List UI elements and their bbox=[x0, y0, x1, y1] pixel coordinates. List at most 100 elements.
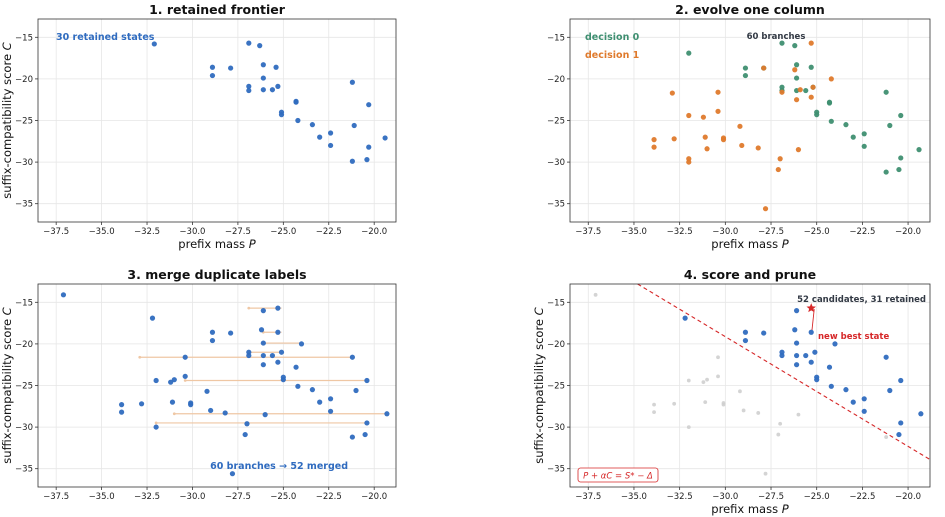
data-point bbox=[826, 100, 833, 106]
data-point bbox=[883, 89, 889, 95]
data-point bbox=[861, 131, 867, 137]
data-point bbox=[669, 90, 675, 96]
data-point bbox=[778, 421, 783, 426]
annotation-branches: 60 branches bbox=[747, 32, 806, 42]
data-point bbox=[686, 425, 691, 429]
prune-line-label-box bbox=[577, 467, 659, 483]
x-tick-label: −22.5 bbox=[316, 492, 342, 502]
data-point bbox=[793, 352, 800, 359]
data-point bbox=[349, 354, 355, 360]
data-point bbox=[153, 377, 159, 384]
x-tick-label: −37.5 bbox=[575, 492, 601, 502]
data-point bbox=[327, 408, 334, 414]
x-tick-label: −32.5 bbox=[667, 227, 693, 237]
data-point bbox=[850, 134, 856, 140]
x-tick-label: −22.5 bbox=[316, 227, 342, 237]
data-point bbox=[843, 122, 849, 128]
x-axis-label: prefix mass P bbox=[711, 502, 788, 516]
data-point bbox=[686, 50, 692, 56]
y-tick-label: −30 bbox=[547, 423, 565, 433]
data-point bbox=[793, 362, 800, 368]
data-point bbox=[777, 156, 783, 162]
data-point bbox=[828, 383, 834, 389]
data-point bbox=[755, 145, 761, 151]
data-point bbox=[364, 377, 370, 384]
data-point bbox=[366, 144, 372, 150]
data-point bbox=[779, 349, 785, 355]
x-tick-label: −22.5 bbox=[849, 492, 875, 502]
data-point bbox=[793, 340, 800, 346]
data-point bbox=[364, 420, 370, 426]
x-tick-label: −35.0 bbox=[89, 492, 115, 502]
data-point bbox=[762, 206, 769, 212]
best-state-star-icon bbox=[806, 303, 816, 313]
data-point bbox=[118, 409, 125, 415]
y-tick-label: −25 bbox=[547, 382, 565, 392]
data-point bbox=[317, 399, 323, 405]
data-point bbox=[850, 399, 856, 405]
data-point bbox=[269, 352, 276, 359]
chart-title: 2. evolve one column bbox=[675, 2, 825, 17]
data-point bbox=[349, 79, 355, 85]
data-point bbox=[803, 352, 809, 359]
data-point bbox=[309, 122, 316, 128]
data-point bbox=[761, 65, 767, 71]
data-point bbox=[169, 399, 176, 405]
data-point bbox=[188, 402, 194, 408]
y-tick-label: −20 bbox=[15, 340, 33, 350]
data-point bbox=[244, 421, 250, 427]
data-point bbox=[803, 87, 809, 94]
y-tick-label: −15 bbox=[547, 33, 565, 43]
data-point bbox=[293, 99, 299, 105]
data-point bbox=[828, 118, 834, 124]
data-point bbox=[898, 155, 904, 161]
data-point bbox=[705, 377, 709, 382]
data-point bbox=[763, 471, 768, 476]
data-point bbox=[883, 169, 889, 175]
data-point bbox=[138, 401, 145, 407]
x-tick-label: −25.0 bbox=[804, 492, 830, 502]
data-point bbox=[795, 147, 802, 153]
prune-line-label: P + αC = S* − Δ bbox=[583, 472, 653, 482]
data-point bbox=[246, 40, 252, 46]
data-point bbox=[151, 41, 157, 47]
data-point bbox=[309, 387, 316, 393]
y-tick-label: −15 bbox=[15, 33, 33, 43]
data-point bbox=[295, 383, 301, 389]
data-point bbox=[246, 83, 252, 89]
data-point bbox=[814, 377, 820, 383]
x-tick-label: −35.0 bbox=[89, 227, 115, 237]
data-point bbox=[898, 420, 904, 426]
merge-link-end bbox=[138, 355, 142, 359]
data-point bbox=[861, 143, 867, 149]
data-point bbox=[153, 424, 159, 430]
x-tick-label: −35.0 bbox=[621, 227, 647, 237]
data-point bbox=[884, 435, 889, 439]
data-point bbox=[275, 83, 281, 89]
data-point bbox=[257, 43, 263, 49]
data-point bbox=[204, 388, 210, 394]
data-point bbox=[808, 329, 814, 335]
data-point bbox=[228, 65, 234, 71]
data-point bbox=[278, 112, 285, 118]
data-point bbox=[737, 123, 743, 129]
data-point bbox=[222, 410, 228, 416]
data-point bbox=[887, 387, 893, 394]
data-point bbox=[797, 87, 803, 93]
data-point bbox=[742, 65, 749, 71]
data-point bbox=[812, 349, 818, 355]
plot-area bbox=[651, 40, 922, 212]
data-point bbox=[918, 411, 924, 417]
y-axis-label: suffix-compatibility score C bbox=[0, 307, 14, 463]
data-point bbox=[776, 432, 781, 437]
data-point bbox=[651, 137, 657, 143]
annotation-merged: 60 branches → 52 merged bbox=[210, 461, 348, 472]
data-point bbox=[704, 146, 710, 152]
x-tick-label: −27.5 bbox=[758, 227, 784, 237]
data-point bbox=[260, 75, 266, 81]
panel-2: −37.5 −35.0 −32.5 −30.0 −27.5 −25.0 −22.5 −20.0… bbox=[547, 2, 931, 251]
y-tick-label: −35 bbox=[15, 465, 33, 475]
prune-line bbox=[637, 284, 930, 461]
y-tick-label: −25 bbox=[15, 117, 33, 127]
data-point bbox=[327, 130, 334, 136]
